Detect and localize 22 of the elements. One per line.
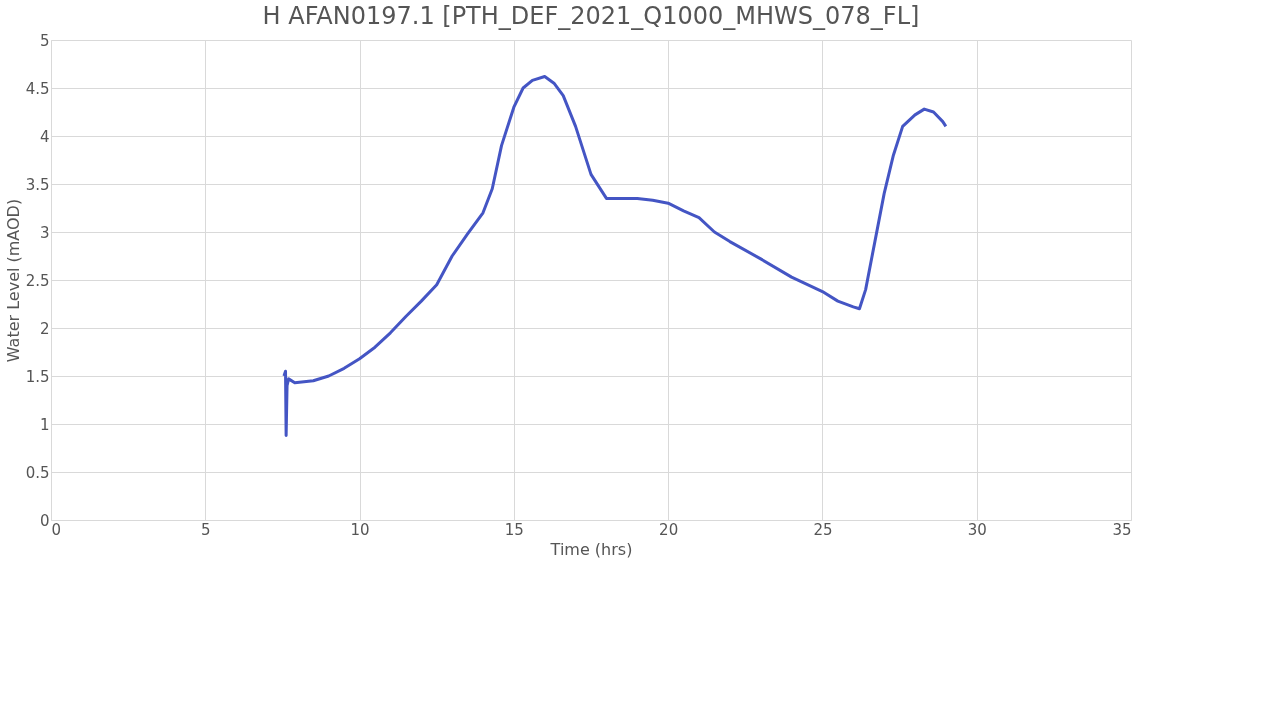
x-tick-label: 10 <box>350 520 370 539</box>
x-axis-title: Time (hrs) <box>549 539 633 559</box>
line-series <box>282 74 948 438</box>
x-tick-label: 20 <box>659 520 679 539</box>
y-tick-label: 1.5 <box>25 367 50 386</box>
x-tick-label: 35 <box>1112 520 1132 539</box>
y-tick-label: 2 <box>39 319 50 338</box>
y-tick-label: 4.5 <box>25 79 50 98</box>
y-axis-title: Water Level (mAOD) <box>3 198 23 363</box>
x-tick-label: 25 <box>813 520 833 539</box>
y-tick-label: 3 <box>39 223 50 242</box>
x-tick-label: 0 <box>51 520 62 539</box>
y-tick-label: 4 <box>39 127 50 146</box>
chart-title: H AFAN0197.1 [PTH_DEF_2021_Q1000_MHWS_078_FL] <box>262 2 920 30</box>
y-tick-label: 5 <box>39 31 50 50</box>
y-tick-label: 3.5 <box>25 175 50 194</box>
y-tick-label: 0.5 <box>25 463 50 482</box>
x-tick-label: 15 <box>504 520 524 539</box>
y-tick-label: 1 <box>39 415 50 434</box>
x-tick-label: 5 <box>201 520 211 539</box>
x-tick-label: 30 <box>967 520 987 539</box>
y-tick-label: 2.5 <box>25 271 50 290</box>
